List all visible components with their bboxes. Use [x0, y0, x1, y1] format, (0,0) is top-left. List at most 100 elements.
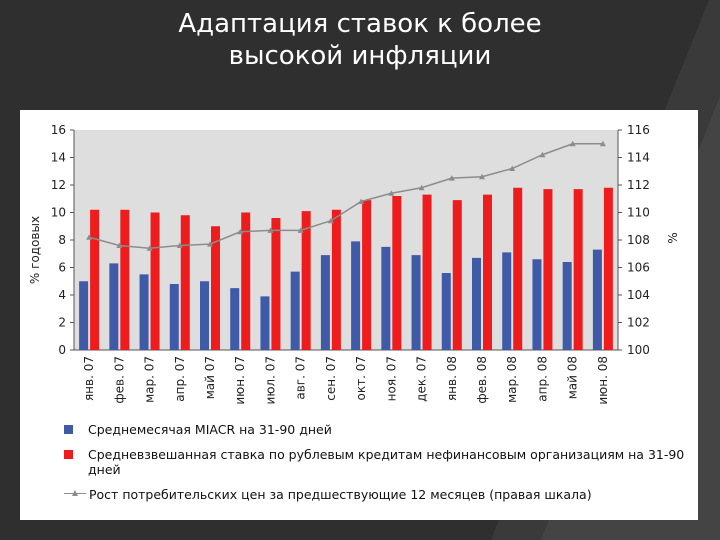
bar-loan-rate: [211, 226, 220, 350]
bar-loan-rate: [241, 212, 251, 350]
bar-loan-rate: [271, 218, 281, 350]
bar-loan-rate: [513, 187, 523, 350]
bar-miacr: [562, 262, 572, 350]
y2-tick-label: 116: [627, 123, 650, 137]
x-tick-label: авг. 07: [294, 356, 308, 400]
cpi-point: [479, 173, 485, 180]
x-tick-label: май 07: [203, 356, 217, 399]
y-tick-label: 8: [58, 233, 66, 247]
x-tick-label: дек. 07: [415, 356, 429, 402]
y2-tick-label: 108: [627, 233, 650, 247]
bar-miacr: [381, 246, 391, 350]
y2-tick-label: 106: [627, 261, 650, 275]
slide-title: Адаптация ставок к более высокой инфляци…: [0, 8, 720, 72]
bar-miacr: [472, 257, 481, 350]
bar-miacr: [169, 284, 179, 350]
y-tick-label: 14: [51, 151, 66, 165]
y2-tick-label: 102: [627, 316, 650, 330]
bar-loan-rate: [392, 196, 402, 350]
bar-miacr: [139, 274, 149, 350]
x-tick-label: янв. 07: [82, 356, 96, 401]
y2-tick-label: 110: [627, 206, 650, 220]
bar-loan-rate: [301, 211, 311, 350]
y-tick-label: 0: [58, 343, 66, 357]
bar-miacr: [230, 288, 240, 350]
cpi-point: [116, 242, 123, 248]
cpi-point: [297, 227, 304, 233]
cpi-point: [358, 198, 365, 204]
legend-swatch: [64, 489, 86, 499]
plot-area: [74, 130, 618, 350]
bar-loan-rate: [180, 215, 190, 350]
legend-item-miacr: Среднемесячая MIACR на 31-90 дней: [64, 422, 332, 437]
legend-label: Среднемесячая MIACR на 31-90 дней: [88, 422, 332, 437]
cpi-point: [388, 190, 395, 196]
cpi-point: [237, 228, 244, 235]
y2-tick-label: 112: [627, 178, 650, 192]
bar-loan-rate: [483, 194, 492, 350]
y-tick-label: 2: [58, 316, 66, 330]
bar-loan-rate: [573, 189, 583, 350]
y2-tick-label: 100: [627, 343, 650, 357]
y-tick-label: 6: [58, 261, 66, 275]
y-tick-label: 16: [51, 123, 66, 137]
y-tick-label: 10: [51, 206, 66, 220]
legend-swatch: [64, 425, 73, 434]
bar-miacr: [411, 255, 421, 350]
legend-label: Средневзвешанная ставка по рублевым кред…: [88, 447, 685, 477]
bar-loan-rate: [362, 200, 372, 350]
bar-miacr: [441, 273, 451, 350]
bar-loan-rate: [331, 209, 341, 350]
legend-swatch: [64, 450, 73, 459]
bar-miacr: [290, 271, 300, 350]
cpi-point: [418, 184, 425, 191]
x-tick-label: фев. 08: [475, 356, 489, 404]
bar-loan-rate: [452, 200, 462, 350]
bar-loan-rate: [150, 212, 160, 350]
x-tick-label: июн. 08: [596, 356, 610, 405]
bar-miacr: [79, 281, 89, 350]
bar-miacr: [502, 252, 512, 350]
bar-miacr: [260, 296, 270, 350]
x-tick-label: ноя. 07: [384, 356, 398, 401]
bar-miacr: [532, 259, 542, 350]
cpi-point: [327, 217, 334, 224]
x-tick-label: мар. 07: [143, 356, 157, 403]
slide-title-line: высокой инфляции: [228, 41, 492, 71]
x-tick-label: фев. 07: [112, 356, 126, 404]
x-tick-label: апр. 07: [173, 356, 187, 402]
cpi-point: [509, 165, 516, 171]
bar-loan-rate: [422, 194, 432, 350]
chart: 0 2 4 6 8 10 12 14 16 100 102 104 106 108 110 112 114 116…: [28, 123, 680, 405]
bar-loan-rate: [90, 209, 100, 350]
cpi-point: [448, 175, 455, 181]
x-tick-label: окт. 07: [354, 356, 368, 400]
cpi-point: [599, 140, 606, 147]
bar-loan-rate: [603, 187, 613, 350]
cpi-point: [207, 241, 213, 247]
legend-item-cpi: Рост потребительских цен за предшествующ…: [64, 487, 592, 502]
bar-loan-rate: [543, 189, 553, 350]
bar-miacr: [109, 263, 119, 350]
x-tick-label: янв. 08: [445, 356, 459, 401]
y-axis-label: % годовых: [28, 216, 42, 284]
y2-tick-label: 114: [627, 151, 650, 165]
cpi-point: [569, 140, 576, 147]
bar-loan-rate: [120, 209, 130, 350]
x-tick-label: мар. 08: [505, 356, 519, 403]
y2-tick-label: 104: [627, 288, 650, 302]
x-tick-label: апр. 08: [535, 356, 549, 402]
cpi-point: [539, 151, 546, 158]
y-tick-label: 12: [51, 178, 66, 192]
bar-miacr: [320, 255, 330, 350]
cpi-point: [176, 242, 183, 248]
legend-item-loan-rate: Средневзвешанная ставка по рублевым кред…: [64, 447, 694, 477]
cpi-line: [88, 143, 603, 250]
x-tick-label: май 08: [566, 356, 580, 399]
slide-title-line: Адаптация ставок к более: [178, 9, 542, 39]
x-tick-label: июн. 07: [233, 356, 247, 405]
x-tick-label: сен. 07: [324, 356, 338, 401]
legend-label: Рост потребительских цен за предшествующ…: [89, 487, 592, 502]
y2-axis-label: %: [666, 232, 680, 243]
cpi-point: [86, 234, 93, 240]
